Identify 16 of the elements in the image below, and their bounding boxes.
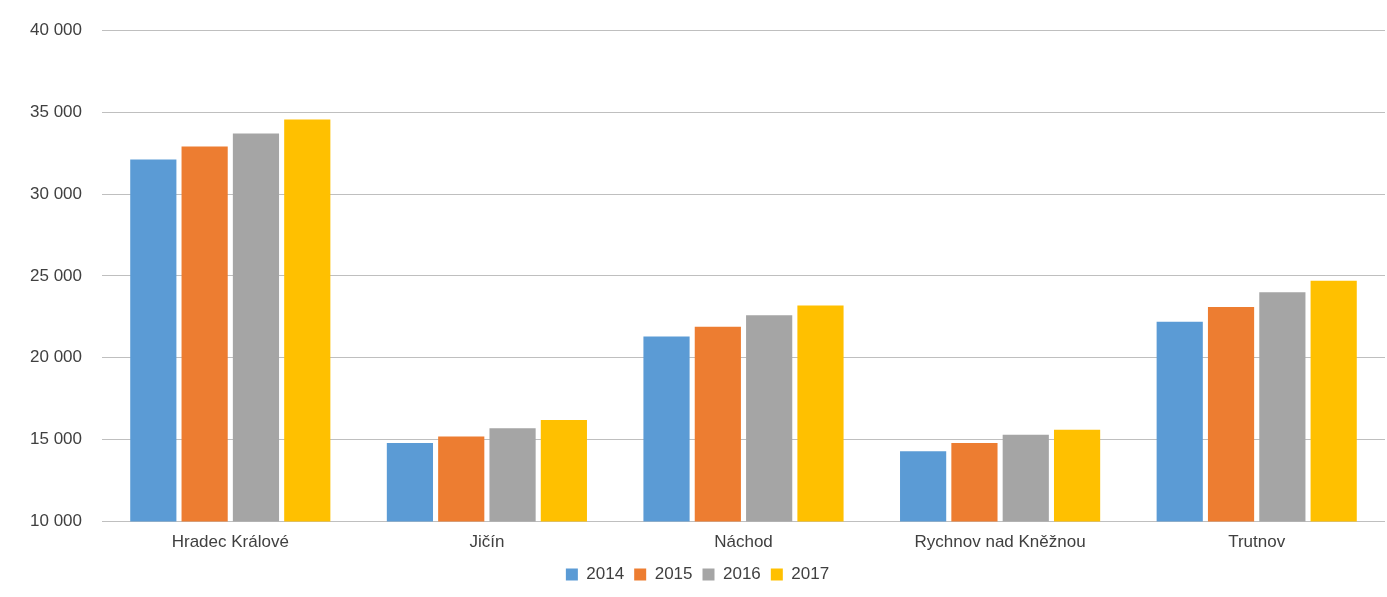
x-tick-label: Trutnov [1228,532,1286,552]
x-tick-label: Jičín [469,532,505,552]
x-tick-label: Rychnov nad Kněžnou [914,532,1086,552]
legend-label: 2014 [586,564,625,584]
y-tick-label: 10 000 [30,511,82,531]
y-tick-label: 25 000 [30,265,82,285]
y-tick-label: 15 000 [30,429,82,449]
legend-label: 2016 [723,564,761,584]
y-tick-label: 35 000 [30,101,82,121]
y-tick-label: 20 000 [30,347,82,367]
x-tick-label: Náchod [714,532,773,552]
legend-label: 2015 [654,564,693,584]
y-tick-label: 30 000 [30,183,82,203]
x-tick-label: Hradec Králové [171,532,289,552]
y-tick-label: 40 000 [30,19,82,39]
legend-label: 2017 [791,564,830,584]
